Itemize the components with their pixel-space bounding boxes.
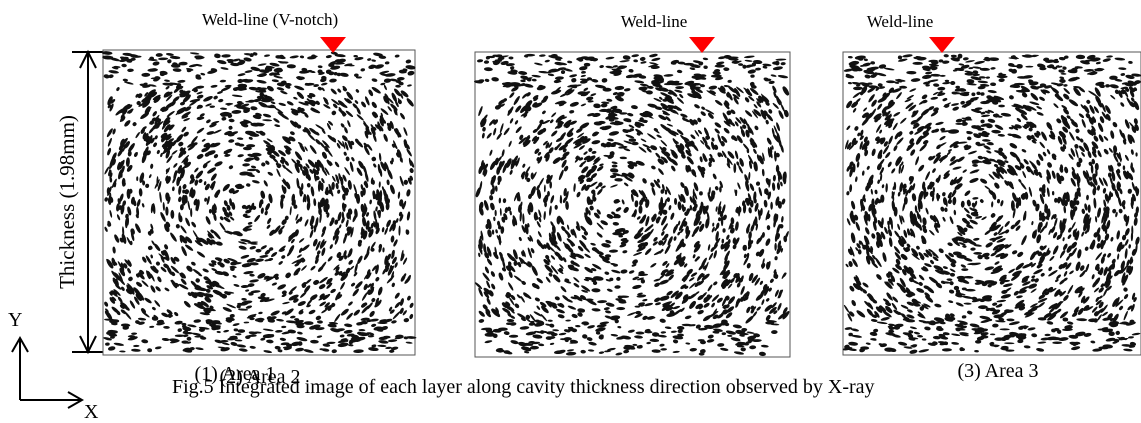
panel-caption: (2) Area 2 (219, 366, 300, 388)
weld-marker (320, 37, 346, 53)
fiber-pattern (101, 51, 417, 354)
xray-image (842, 51, 1141, 356)
fiber-pattern (842, 53, 1141, 354)
axis-y-label: Y (8, 309, 22, 331)
fiber-pattern (473, 53, 790, 357)
axis-arrows (11, 335, 85, 409)
figure-caption: Fig.5 Integrated image of each layer alo… (172, 376, 875, 398)
weld-label: Weld-line (867, 12, 934, 31)
panel-caption: (3) Area 3 (957, 360, 1038, 382)
xray-image (473, 51, 791, 358)
panel-caption: (1) Area 1 (194, 363, 275, 385)
weld-marker (689, 37, 715, 53)
dimension-arrows (79, 49, 97, 355)
axis-x-label: X (84, 401, 99, 423)
weld-label: Weld-line (V-notch) (202, 10, 338, 29)
thickness-label: Thickness (1.98mm) (55, 115, 79, 289)
xray-image (101, 49, 417, 356)
weld-label: Weld-line (621, 12, 688, 31)
weld-marker (929, 37, 955, 53)
